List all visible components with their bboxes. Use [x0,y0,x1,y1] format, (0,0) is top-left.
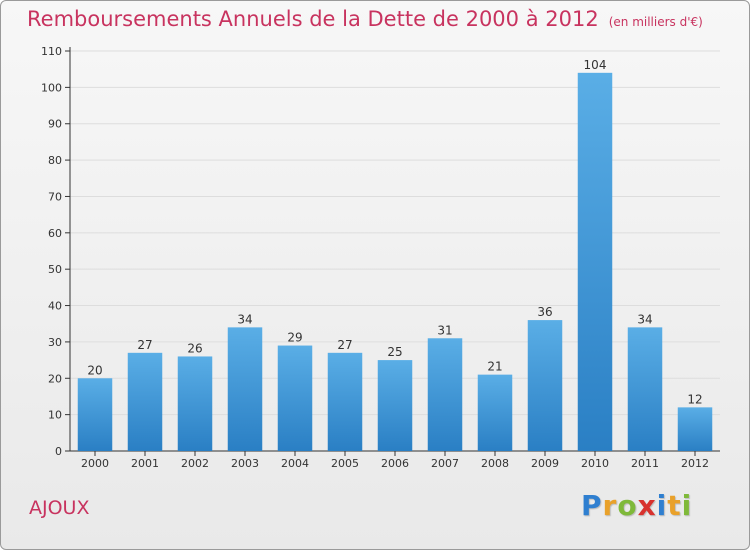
x-tick-label: 2006 [381,457,409,470]
bar [177,356,213,451]
x-tick-label: 2009 [531,457,559,470]
bar [77,378,113,451]
logo-letter: r [602,489,618,522]
bar [427,338,463,451]
y-tick-label: 100 [41,81,62,94]
logo-letter: i [656,489,668,522]
x-tick-label: 2010 [581,457,609,470]
x-tick-label: 2001 [131,457,159,470]
logo-letter: i [681,489,693,522]
bar-value-label: 20 [87,363,102,377]
x-tick-label: 2008 [481,457,509,470]
y-tick-label: 50 [48,263,62,276]
logo-letter: t [667,489,682,522]
y-tick-label: 30 [48,336,62,349]
bar-value-label: 12 [687,392,702,406]
title-text: Remboursements Annuels de la Dette de 20… [27,7,599,31]
bar-value-label: 36 [537,305,552,319]
logo-letter: o [617,489,638,522]
bar [127,352,163,451]
y-tick-label: 40 [48,300,62,313]
chart-title: Remboursements Annuels de la Dette de 20… [27,7,703,31]
x-tick-label: 2012 [681,457,709,470]
commune-name: AJOUX [29,497,90,519]
proxiti-logo: Proxiti [581,489,692,522]
bar [527,320,563,451]
y-tick-label: 60 [48,227,62,240]
bar-value-label: 29 [287,331,302,345]
logo-letter: x [637,489,657,522]
y-tick-label: 20 [48,372,62,385]
logo-letter: P [581,489,603,522]
bar-value-label: 34 [237,312,252,326]
title-unit: (en milliers d'€) [608,15,703,29]
bar [627,327,663,451]
y-tick-label: 90 [48,118,62,131]
bar [577,72,613,452]
x-tick-label: 2002 [181,457,209,470]
x-tick-label: 2000 [81,457,109,470]
y-tick-label: 110 [41,45,62,58]
x-tick-label: 2003 [231,457,259,470]
bar-value-label: 34 [637,312,652,326]
bar [277,345,313,451]
bar [327,352,363,451]
bar [677,407,713,451]
bar-value-label: 27 [137,338,152,352]
bar [377,360,413,451]
bar [477,374,513,451]
bar-value-label: 21 [487,360,502,374]
bar-value-label: 25 [387,345,402,359]
x-tick-label: 2004 [281,457,309,470]
x-tick-label: 2011 [631,457,659,470]
y-tick-label: 10 [48,409,62,422]
bar-value-label: 31 [437,323,452,337]
x-tick-label: 2007 [431,457,459,470]
bar-value-label: 27 [337,338,352,352]
bar-value-label: 104 [584,58,607,72]
x-tick-label: 2005 [331,457,359,470]
y-tick-label: 70 [48,190,62,203]
bar-value-label: 26 [187,341,202,355]
y-tick-label: 80 [48,154,62,167]
bar [227,327,263,451]
y-tick-label: 0 [55,445,62,458]
